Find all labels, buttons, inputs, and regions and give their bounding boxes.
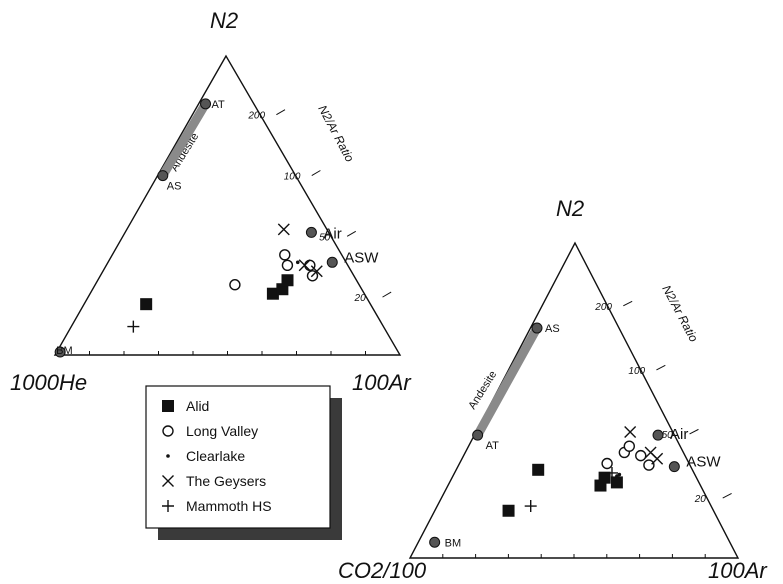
data-point-mammoth-hs xyxy=(127,320,140,333)
reference-label-bm: BM xyxy=(56,345,73,357)
corner-label-left-right-chart: CO2/100 xyxy=(338,558,427,583)
ratio-scale-title-left-chart: N2/Ar Ratio xyxy=(315,103,357,165)
reference-point-air xyxy=(305,226,317,238)
ratio-scale-tick xyxy=(276,109,286,116)
ratio-scale-tick xyxy=(346,230,357,237)
data-point-clearlake xyxy=(617,472,622,477)
reference-point-asw xyxy=(326,256,338,268)
data-point-clearlake xyxy=(295,260,300,265)
data-point-long-valley xyxy=(623,440,635,452)
ratio-scale-tick-label: 200 xyxy=(247,111,265,122)
andesite-band xyxy=(158,99,211,181)
legend-marker-the-geysers xyxy=(162,475,174,487)
reference-label-asw: ASW xyxy=(344,249,379,266)
legend-marker-alid xyxy=(162,400,174,412)
legend-label: Mammoth HS xyxy=(186,498,272,514)
ratio-scale-tick xyxy=(689,428,699,435)
reference-point-asw xyxy=(668,461,680,473)
data-point-the-geysers xyxy=(651,452,664,465)
data-point-long-valley xyxy=(281,259,294,271)
data-point-alid xyxy=(532,463,545,476)
data-point-the-geysers xyxy=(277,223,290,236)
reference-point-air xyxy=(652,429,664,441)
reference-label-bm: BM xyxy=(445,537,462,549)
reference-point-bm xyxy=(429,536,441,548)
corner-label-left-left-chart: 1000He xyxy=(10,370,87,395)
reference-point-as xyxy=(157,170,169,182)
ratio-scale-title-right-chart: N2/Ar Ratio xyxy=(659,283,701,345)
corner-label-top-left-chart: N2 xyxy=(210,8,238,33)
reference-point-bm xyxy=(54,346,66,358)
reference-point-as xyxy=(531,322,543,334)
reference-label-air: Air xyxy=(670,426,688,443)
data-point-mammoth-hs xyxy=(524,500,537,513)
triangle-frame xyxy=(53,54,402,356)
data-point-long-valley xyxy=(635,449,647,462)
ratio-scale-tick xyxy=(311,170,321,176)
data-point-the-geysers xyxy=(624,426,637,438)
data-point-long-valley xyxy=(279,249,291,261)
legend-label: Clearlake xyxy=(186,448,245,464)
legend-label: Alid xyxy=(186,398,209,414)
ratio-scale-tick xyxy=(722,492,732,499)
legend: Alid Long Valley Clearlake The Geysers Mammo… xyxy=(145,385,342,540)
ratio-scale-tick-label: 100 xyxy=(628,366,645,377)
legend-box xyxy=(145,385,331,529)
data-point-long-valley xyxy=(229,279,241,291)
data-point-alid xyxy=(502,504,515,517)
data-point-long-valley xyxy=(643,459,655,471)
reference-point-at xyxy=(200,98,212,110)
reference-label-at: AT xyxy=(486,440,500,452)
ratio-scale-tick-label: 200 xyxy=(594,302,612,313)
corner-label-top-right-chart: N2 xyxy=(556,196,584,221)
data-point-mammoth-hs xyxy=(605,466,618,479)
data-point-long-valley xyxy=(601,457,613,470)
ternary-chart-left: N2 1000He 100Ar N2/Ar Ratio Andesite 200… xyxy=(10,8,412,395)
ratio-scale-tick-label: 50 xyxy=(319,232,331,243)
reference-label-at: AT xyxy=(212,99,226,111)
reference-label-air: Air xyxy=(323,225,341,242)
reference-label-as: AS xyxy=(167,181,182,193)
legend-label: The Geysers xyxy=(186,473,266,489)
legend-marker-mammoth-hs xyxy=(162,500,174,512)
andesite-band xyxy=(473,323,542,440)
ratio-scale-tick-label: 20 xyxy=(354,293,367,304)
data-point-alid xyxy=(610,476,623,489)
reference-label-as: AS xyxy=(545,323,560,335)
ratio-scale-tick-label: 20 xyxy=(694,494,707,505)
ratio-scale-tick xyxy=(656,364,666,371)
legend-marker-long-valley xyxy=(162,425,174,437)
data-point-alid xyxy=(266,287,279,300)
data-point-the-geysers xyxy=(310,265,323,278)
data-point-the-geysers xyxy=(298,259,311,272)
corner-label-right-left-chart: 100Ar xyxy=(352,370,412,395)
ratio-scale-tick-label: 50 xyxy=(662,430,674,441)
legend-label: Long Valley xyxy=(186,423,258,439)
ratio-scale-tick xyxy=(623,300,633,307)
triangle-frame xyxy=(408,241,740,559)
legend-marker-clearlake xyxy=(166,454,170,458)
corner-label-right-right-chart: 100Ar xyxy=(708,558,768,583)
ratio-scale-tick-label: 100 xyxy=(284,172,301,183)
data-point-alid xyxy=(281,274,294,287)
reference-point-at xyxy=(472,429,484,441)
ratio-scale-tick xyxy=(382,291,392,298)
reference-label-asw: ASW xyxy=(686,454,721,471)
data-point-alid xyxy=(598,471,611,484)
data-point-alid xyxy=(140,298,153,311)
